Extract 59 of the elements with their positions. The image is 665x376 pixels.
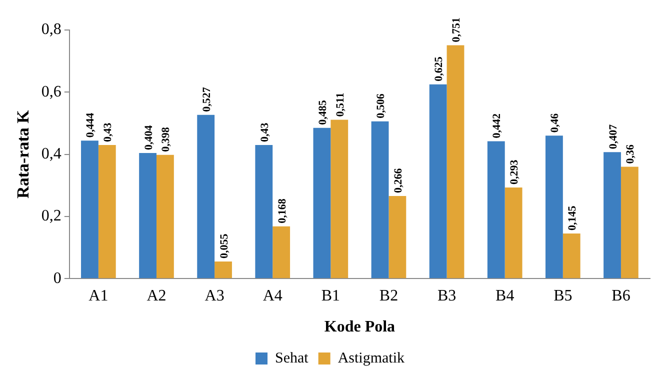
bar	[429, 84, 447, 278]
bar	[330, 120, 348, 278]
x-tick-label: B6	[612, 287, 630, 304]
bar	[313, 128, 331, 278]
data-label: 0,511	[334, 92, 346, 117]
y-tick-label: 0,8	[41, 21, 62, 38]
x-tick-label: A2	[146, 287, 166, 304]
data-label: 0,444	[84, 112, 97, 138]
bar	[487, 141, 505, 278]
x-tick-label: A4	[262, 287, 282, 304]
bar	[620, 166, 638, 278]
bar	[446, 45, 464, 278]
legend-label: Astigmatik	[338, 350, 405, 366]
data-label: 0,404	[142, 124, 155, 150]
bar	[272, 226, 290, 278]
x-tick-label: B2	[379, 287, 398, 304]
bar	[371, 121, 389, 278]
y-tick-label: 0	[53, 270, 62, 287]
data-label: 0,145	[566, 205, 579, 231]
bar	[545, 136, 563, 278]
data-label: 0,168	[276, 198, 288, 224]
bar	[214, 262, 232, 278]
data-label: 0,442	[491, 113, 504, 138]
x-tick-label: B5	[554, 287, 572, 304]
data-label: 0,407	[607, 124, 620, 150]
bar	[388, 196, 406, 278]
data-label: 0,625	[433, 56, 446, 82]
bar	[504, 188, 522, 278]
x-tick-label: B4	[496, 287, 514, 304]
bar	[604, 152, 621, 278]
bar	[98, 144, 116, 278]
x-tick-label: B3	[437, 287, 456, 304]
data-label: 0,43	[102, 122, 114, 142]
data-label: 0,293	[508, 159, 521, 185]
y-tick-label: 0,4	[41, 146, 62, 163]
data-label: 0,506	[375, 93, 388, 118]
data-label: 0,485	[316, 100, 329, 125]
x-axis-title: Kode Pola	[324, 318, 396, 336]
y-axis-title: Rata-rata K	[14, 109, 33, 198]
x-tick-label: A3	[204, 287, 224, 304]
data-label: 0,527	[200, 86, 213, 112]
data-label: 0,36	[624, 144, 637, 164]
bar	[255, 144, 273, 278]
bar	[81, 140, 98, 278]
legend-label: Sehat	[275, 350, 310, 366]
bar	[562, 234, 580, 278]
data-label: 0,398	[160, 126, 172, 152]
data-label: 0,055	[218, 233, 230, 259]
bar	[197, 114, 215, 278]
data-label: 0,266	[392, 168, 404, 193]
bar	[139, 153, 156, 278]
data-label: 0,46	[549, 112, 562, 133]
bar	[156, 154, 174, 278]
x-tick-label: B1	[321, 287, 340, 304]
y-tick-label: 0,6	[41, 83, 62, 100]
y-tick-label: 0,2	[41, 208, 62, 225]
data-label: 0,43	[258, 122, 271, 142]
x-tick-label: A1	[88, 287, 108, 304]
data-label: 0,751	[450, 17, 462, 42]
